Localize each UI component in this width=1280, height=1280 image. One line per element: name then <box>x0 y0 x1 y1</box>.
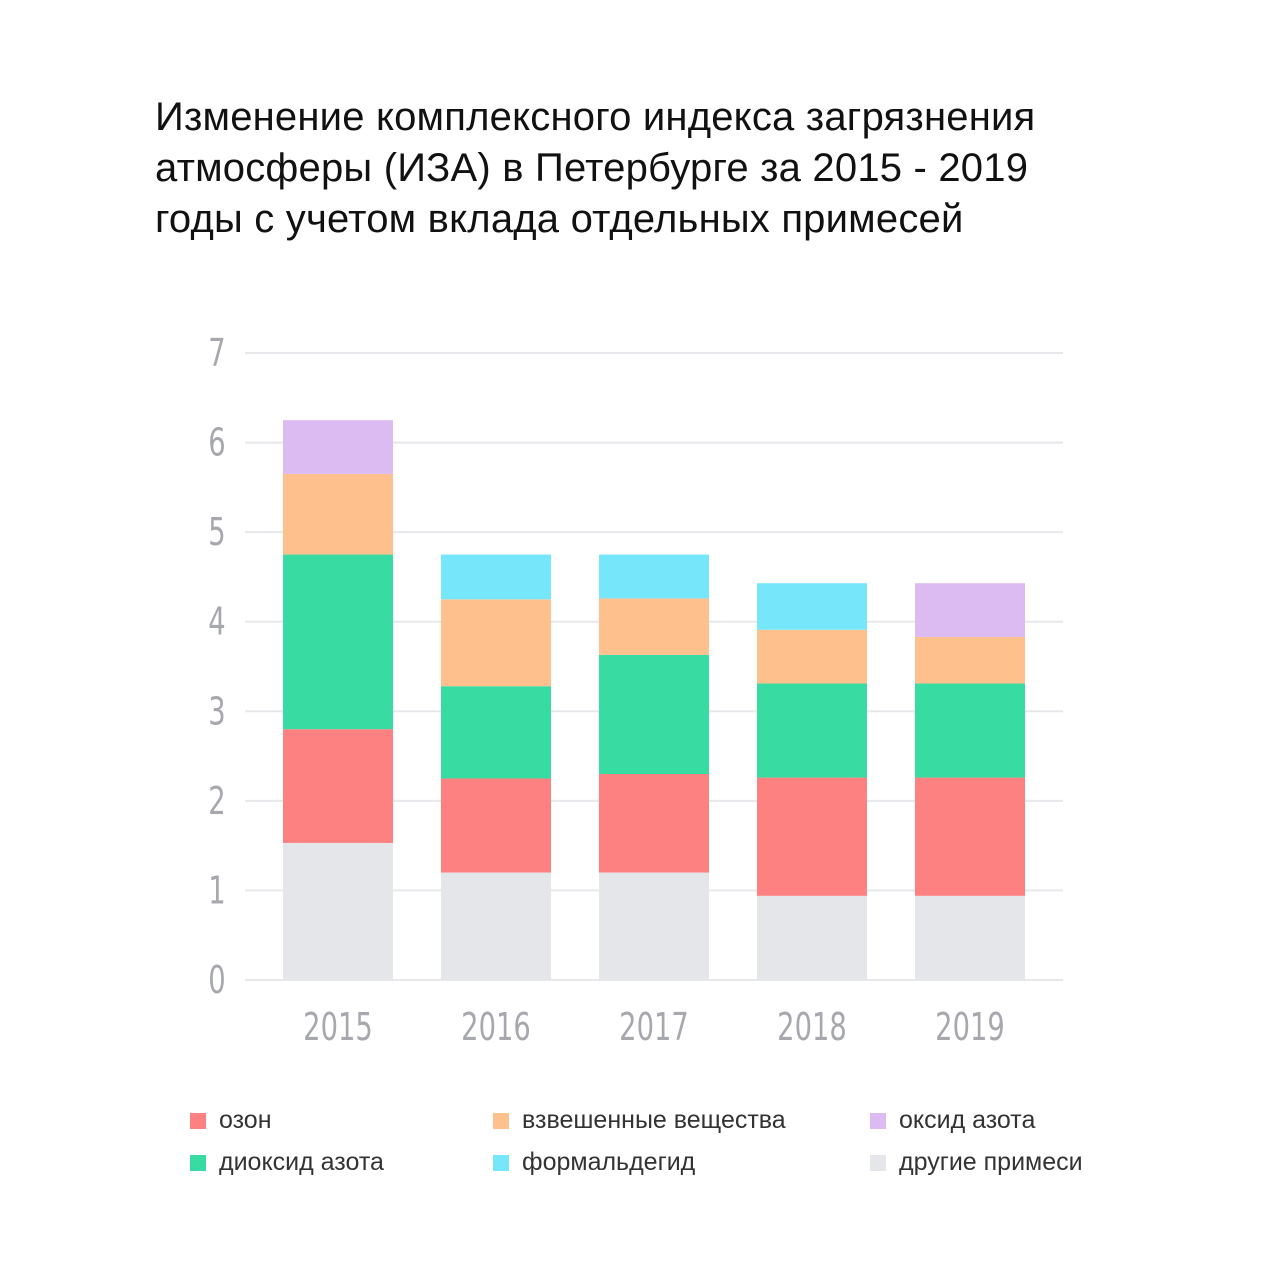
x-axis-ticks: 2015 2016 2017 2018 2019 <box>303 1004 1005 1049</box>
bar-2017-формальдегид <box>599 554 709 599</box>
bar-2019-оксид-азота <box>915 583 1025 637</box>
legend-label-suspended-matter: взвешенные вещества <box>522 1106 786 1134</box>
legend-swatch-nitrogen-oxide <box>870 1112 886 1129</box>
legend-label-other-impurities: другие примеси <box>899 1148 1083 1176</box>
chart-title-line-2: атмосферы (ИЗА) в Петербурге за 2015 - 2… <box>155 146 1029 190</box>
legend-item-suspended-matter: взвешенные вещества <box>493 1106 786 1135</box>
legend-label-ozone: озон <box>219 1106 272 1134</box>
x-tick-label-2017: 2017 <box>619 1004 689 1049</box>
y-tick-label: 2 <box>208 778 225 823</box>
bar-2019-озон <box>915 777 1025 896</box>
chart-title-line-1: Изменение комплексного индекса загрязнен… <box>155 95 1036 139</box>
bar-2017-диоксид-азота <box>599 654 709 774</box>
y-tick-label: 6 <box>208 420 225 465</box>
legend-item-ozone: озон <box>190 1106 272 1135</box>
legend-item-nitrogen-oxide: оксид азота <box>870 1106 1035 1135</box>
x-tick-label-2015: 2015 <box>303 1004 373 1049</box>
bars <box>283 420 1025 980</box>
bar-2015-озон <box>283 729 393 843</box>
bar-2016-диоксид-азота <box>441 686 551 779</box>
bar-2017-другие-примеси <box>599 872 709 980</box>
legend-swatch-suspended-matter <box>493 1112 509 1129</box>
legend-swatch-ozone <box>190 1112 206 1129</box>
legend-swatch-formaldehyde <box>493 1154 509 1171</box>
legend-label-formaldehyde: формальдегид <box>522 1148 696 1176</box>
bar-2018-взвешенные-вещества <box>757 629 867 684</box>
chart-legend: озон взвешенные вещества оксид азота дио… <box>190 1106 1130 1196</box>
legend-swatch-other-impurities <box>870 1154 886 1171</box>
y-tick-label: 0 <box>208 957 225 1002</box>
y-tick-label: 4 <box>208 599 225 644</box>
y-tick-label: 7 <box>208 330 225 375</box>
bar-2016-взвешенные-вещества <box>441 599 551 687</box>
bar-2016-озон <box>441 778 551 873</box>
stacked-bar-chart: 0 1 2 3 4 5 6 7 2015 2016 2017 2018 2019 <box>208 330 1063 1049</box>
legend-swatch-nitrogen-dioxide <box>190 1154 206 1171</box>
legend-label-nitrogen-dioxide: диоксид азота <box>219 1148 384 1176</box>
bar-2015-взвешенные-вещества <box>283 473 393 555</box>
y-axis-ticks: 0 1 2 3 4 5 6 7 <box>208 330 225 1002</box>
x-tick-label-2018: 2018 <box>777 1004 847 1049</box>
legend-item-nitrogen-dioxide: диоксид азота <box>190 1148 384 1177</box>
chart-title-line-3: годы с учетом вклада отдельных примесей <box>155 197 964 241</box>
bar-2015-другие-примеси <box>283 842 393 980</box>
bar-2015-оксид-азота <box>283 420 393 474</box>
bar-2016-формальдегид <box>441 554 551 600</box>
bar-2015-диоксид-азота <box>283 554 393 730</box>
bar-2017-взвешенные-вещества <box>599 598 709 655</box>
bar-2018-другие-примеси <box>757 895 867 980</box>
chart-title: Изменение комплексного индекса загрязнен… <box>155 92 1175 245</box>
x-tick-label-2016: 2016 <box>461 1004 531 1049</box>
x-tick-label-2019: 2019 <box>935 1004 1005 1049</box>
y-tick-label: 5 <box>208 510 225 555</box>
y-tick-label: 1 <box>208 868 225 913</box>
bar-2018-озон <box>757 777 867 896</box>
legend-label-nitrogen-oxide: оксид азота <box>899 1106 1036 1134</box>
legend-item-other-impurities: другие примеси <box>870 1148 1083 1177</box>
bar-2018-диоксид-азота <box>757 683 867 778</box>
bar-2018-формальдегид <box>757 583 867 630</box>
y-tick-label: 3 <box>208 689 225 734</box>
bar-2019-взвешенные-вещества <box>915 636 1025 684</box>
bar-2017-озон <box>599 773 709 873</box>
bar-2019-другие-примеси <box>915 895 1025 980</box>
legend-item-formaldehyde: формальдегид <box>493 1148 695 1177</box>
bar-2016-другие-примеси <box>441 872 551 980</box>
bar-2019-диоксид-азота <box>915 683 1025 778</box>
